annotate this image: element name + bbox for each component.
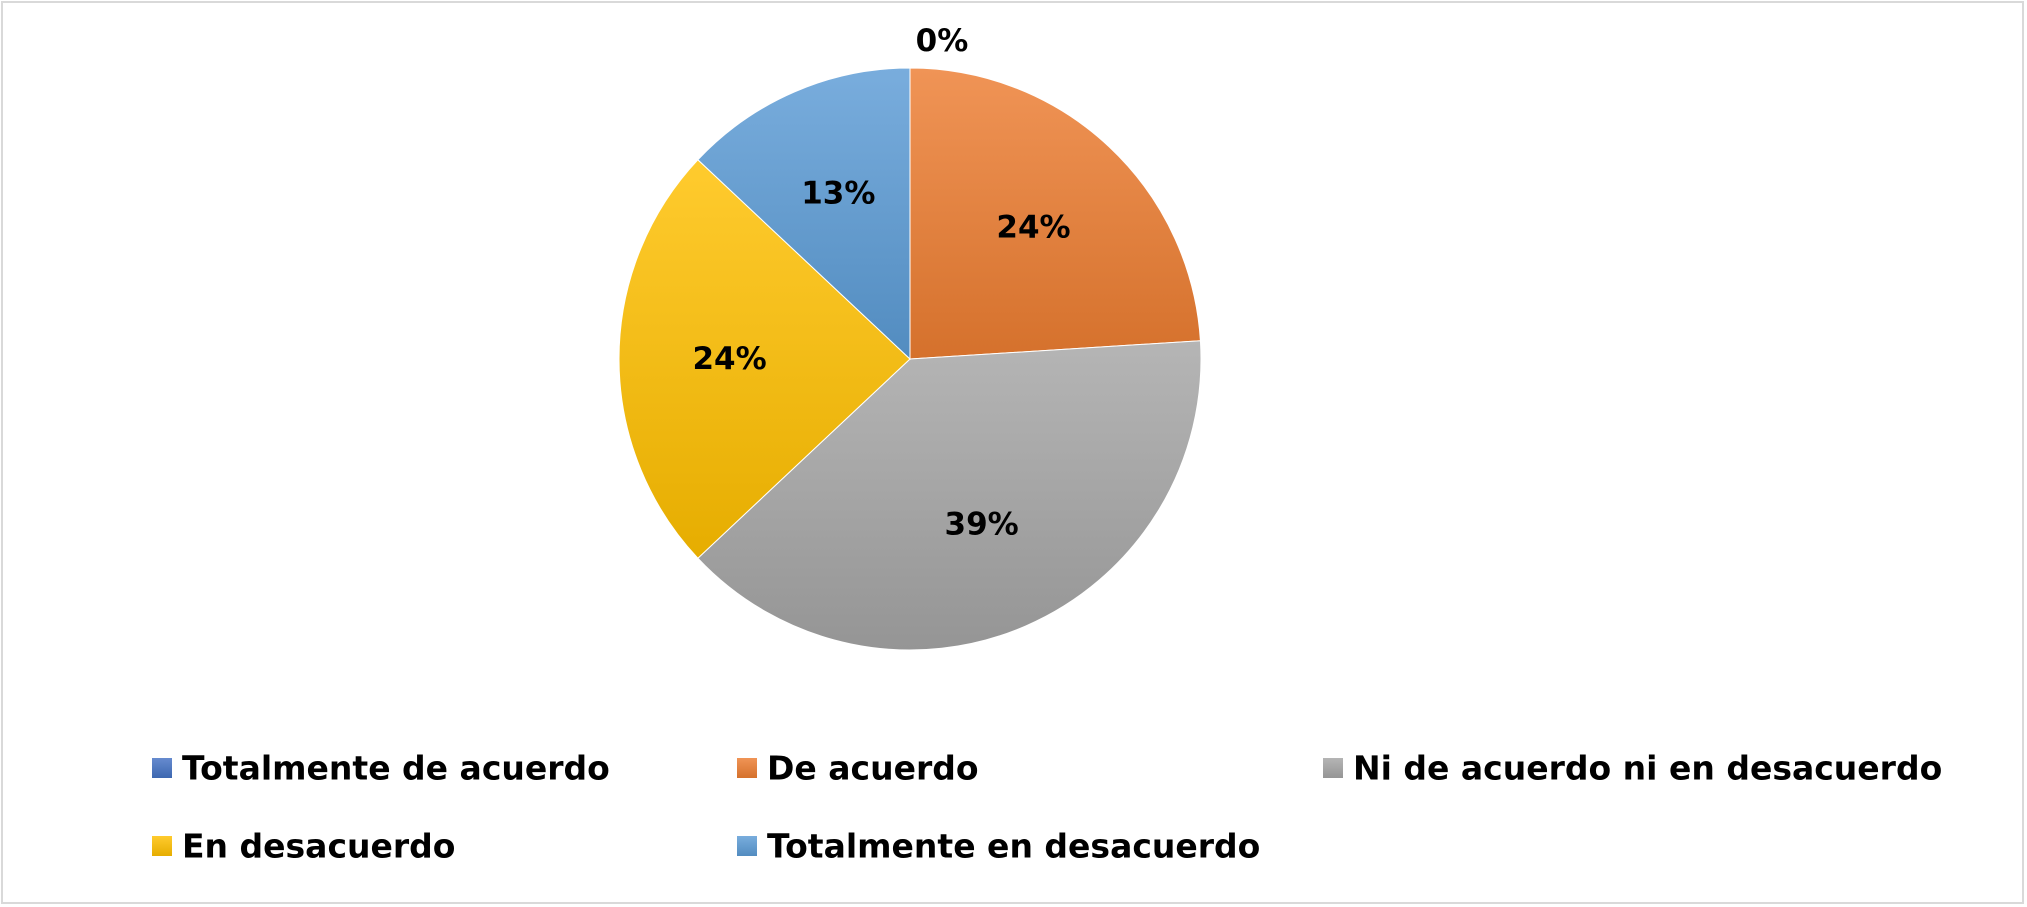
- legend-item-de-acuerdo: De acuerdo: [737, 749, 979, 788]
- legend-item-ni-de-acuerdo-ni-en-desacuerdo: Ni de acuerdo ni en desacuerdo: [1323, 749, 1942, 788]
- data-label-totalmente-en-desacuerdo: 13%: [801, 175, 875, 211]
- pie-slice-totalmente-en-desacuerdo: [697, 67, 911, 361]
- legend-label-de-acuerdo: De acuerdo: [767, 749, 979, 788]
- legend-label-en-desacuerdo: En desacuerdo: [182, 827, 455, 866]
- pie-slice-ni-de-acuerdo-ni-en-desacuerdo: [697, 340, 1202, 651]
- data-labels: 0% 24% 39% 24% 13%: [692, 23, 1070, 543]
- legend-item-totalmente-de-acuerdo: Totalmente de acuerdo: [152, 749, 610, 788]
- data-label-ni-de-acuerdo-ni-en-desacuerdo: 39%: [945, 507, 1019, 543]
- data-label-en-desacuerdo: 24%: [692, 341, 766, 377]
- legend-swatch-de-acuerdo: [737, 758, 757, 778]
- legend-item-totalmente-en-desacuerdo: Totalmente en desacuerdo: [737, 827, 1260, 866]
- data-label-de-acuerdo: 24%: [996, 209, 1070, 245]
- pie-slices: [618, 67, 1202, 651]
- data-label-totalmente-de-acuerdo: 0%: [916, 23, 969, 59]
- legend-label-ni-de-acuerdo-ni-en-desacuerdo: Ni de acuerdo ni en desacuerdo: [1353, 749, 1942, 788]
- legend-swatch-totalmente-de-acuerdo: [152, 758, 172, 778]
- legend-swatch-ni-de-acuerdo-ni-en-desacuerdo: [1323, 758, 1343, 778]
- legend-swatch-en-desacuerdo: [152, 836, 172, 856]
- legend: Totalmente de acuerdo De acuerdo Ni de acu…: [152, 749, 1942, 866]
- pie-slice-de-acuerdo: [909, 67, 1201, 360]
- legend-label-totalmente-en-desacuerdo: Totalmente en desacuerdo: [767, 827, 1260, 866]
- legend-swatch-totalmente-en-desacuerdo: [737, 836, 757, 856]
- pie-slice-en-desacuerdo: [618, 159, 911, 559]
- legend-label-totalmente-de-acuerdo: Totalmente de acuerdo: [182, 749, 610, 788]
- legend-item-en-desacuerdo: En desacuerdo: [152, 827, 455, 866]
